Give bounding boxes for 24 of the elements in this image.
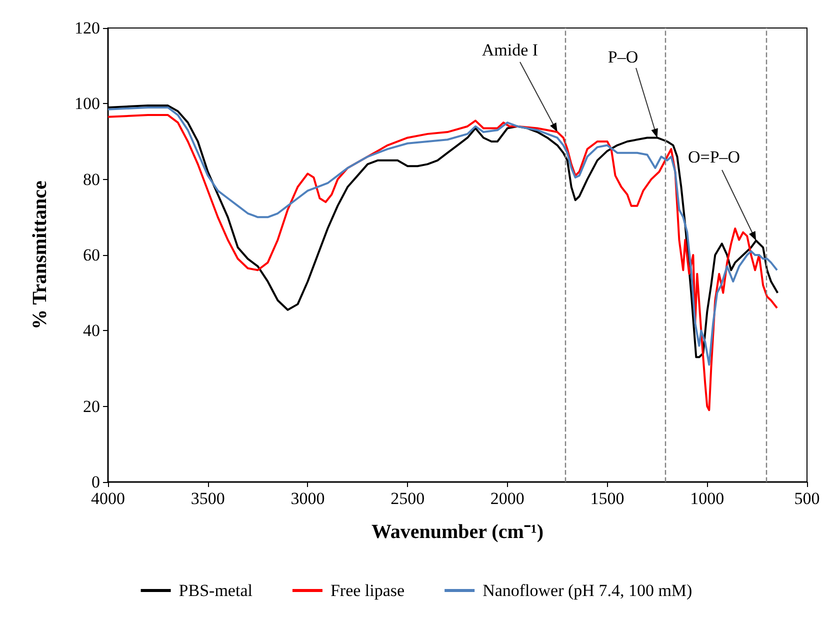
- y-tick-label: 100: [74, 94, 100, 114]
- legend-label: Nanoflower (pH 7.4, 100 mM): [482, 581, 692, 600]
- line-series: [107, 114, 778, 412]
- x-tick-label: 1000: [690, 489, 724, 508]
- y-tick-label: 80: [83, 170, 100, 189]
- x-tick-label: 3500: [190, 489, 225, 508]
- annotation: P–O: [608, 48, 638, 66]
- annotation: Amide I: [482, 40, 538, 60]
- legend-label: PBS-metal: [178, 581, 253, 600]
- x-tick-label: 500: [794, 489, 820, 508]
- x-axis-title: Wavenumber (cm⁻¹): [371, 521, 544, 543]
- y-tick-label: 0: [92, 472, 100, 492]
- legend-label: Free lipase: [330, 581, 405, 600]
- y-tick-label: 40: [83, 321, 100, 340]
- x-tick-label: 3000: [290, 489, 325, 508]
- annotation: O=P–O: [688, 148, 740, 166]
- x-tick-label: 2500: [390, 489, 425, 508]
- x-tick-label: 1500: [590, 489, 624, 508]
- y-axis-title: % Transmittance: [29, 180, 51, 330]
- y-tick-label: 20: [83, 396, 100, 416]
- y-tick-label: 120: [74, 18, 100, 38]
- x-tick-label: 4000: [91, 489, 125, 508]
- y-tick-label: 60: [83, 246, 100, 264]
- x-tick-label: 2000: [490, 489, 524, 508]
